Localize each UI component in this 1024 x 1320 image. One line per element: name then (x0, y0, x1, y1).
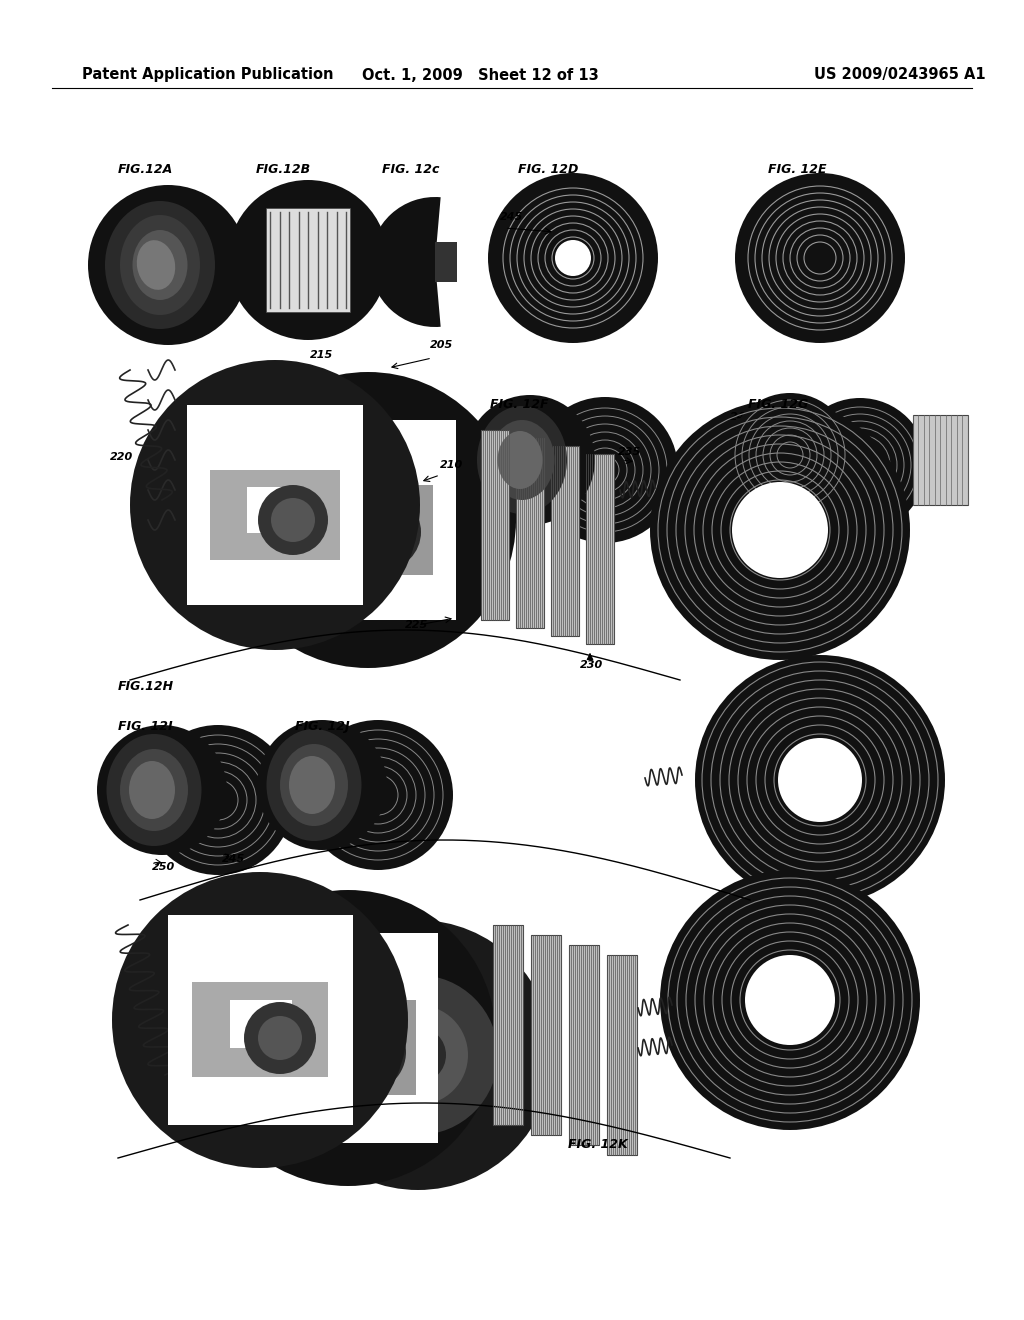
Bar (493, 925, 523, 1125)
Circle shape (345, 494, 421, 570)
Bar (280, 420, 456, 620)
Bar (258, 933, 438, 1143)
Bar (230, 1001, 292, 1048)
Bar (266, 209, 350, 312)
Text: 225: 225 (406, 620, 428, 630)
Bar (168, 915, 353, 1125)
Circle shape (745, 954, 835, 1045)
Ellipse shape (120, 215, 200, 315)
Circle shape (732, 482, 828, 578)
Circle shape (143, 725, 293, 875)
Circle shape (112, 873, 408, 1168)
Bar (340, 502, 398, 548)
Ellipse shape (132, 230, 187, 300)
Bar (607, 954, 637, 1155)
Circle shape (258, 484, 328, 554)
Bar (586, 454, 614, 644)
Circle shape (361, 510, 406, 554)
Circle shape (326, 1012, 406, 1092)
Ellipse shape (289, 756, 335, 814)
Bar (912, 414, 968, 506)
Ellipse shape (137, 240, 175, 290)
Circle shape (220, 372, 516, 668)
Text: FIG. 12I: FIG. 12I (118, 719, 173, 733)
Circle shape (465, 395, 595, 525)
Circle shape (650, 400, 910, 660)
Text: Patent Application Publication: Patent Application Publication (82, 67, 334, 82)
Circle shape (338, 975, 498, 1135)
Text: US 2009/0243965 A1: US 2009/0243965 A1 (814, 67, 986, 82)
Text: FIG.12A: FIG.12A (118, 162, 173, 176)
Circle shape (778, 738, 862, 822)
Circle shape (130, 360, 420, 649)
Text: 215: 215 (310, 350, 333, 360)
Circle shape (258, 1016, 302, 1060)
Circle shape (271, 498, 315, 543)
Text: 230: 230 (580, 660, 603, 671)
Circle shape (390, 1027, 446, 1082)
Circle shape (97, 725, 227, 855)
Bar (569, 945, 599, 1144)
Text: FIG. 12D: FIG. 12D (518, 162, 579, 176)
Text: 240: 240 (730, 412, 754, 422)
Circle shape (228, 180, 388, 341)
Bar (531, 935, 561, 1135)
Circle shape (555, 240, 591, 276)
Bar (516, 438, 544, 628)
Circle shape (695, 655, 945, 906)
Bar (210, 470, 340, 560)
Circle shape (244, 1002, 316, 1074)
Text: 220: 220 (110, 451, 133, 462)
Text: FIG. 12K: FIG. 12K (568, 1138, 628, 1151)
Ellipse shape (477, 407, 567, 513)
Bar (435, 242, 457, 282)
Text: 210: 210 (440, 459, 463, 470)
Text: FIG.12H: FIG.12H (118, 680, 174, 693)
Bar (481, 430, 509, 620)
Circle shape (793, 399, 927, 532)
Circle shape (303, 719, 453, 870)
Circle shape (88, 185, 248, 345)
Ellipse shape (280, 744, 348, 826)
Text: 245: 245 (500, 213, 523, 222)
Circle shape (283, 920, 553, 1191)
Text: FIG.12B: FIG.12B (256, 162, 311, 176)
Text: 250: 250 (152, 862, 175, 873)
Ellipse shape (266, 729, 361, 841)
Ellipse shape (129, 762, 175, 818)
Text: FIG. 12E: FIG. 12E (768, 162, 826, 176)
Ellipse shape (120, 748, 188, 832)
Circle shape (200, 890, 496, 1185)
Text: 235: 235 (618, 447, 641, 457)
Circle shape (660, 870, 920, 1130)
Bar (187, 405, 362, 605)
Circle shape (257, 719, 387, 850)
Circle shape (368, 1005, 468, 1105)
Bar (280, 1001, 416, 1096)
Text: 205: 205 (430, 341, 454, 350)
Text: FIG. 12c: FIG. 12c (382, 162, 439, 176)
Ellipse shape (105, 201, 215, 329)
Ellipse shape (106, 734, 202, 846)
Circle shape (532, 397, 678, 543)
Bar (247, 487, 305, 533)
Text: Oct. 1, 2009   Sheet 12 of 13: Oct. 1, 2009 Sheet 12 of 13 (361, 67, 598, 82)
Circle shape (342, 1028, 390, 1076)
Circle shape (728, 393, 852, 517)
Ellipse shape (489, 420, 555, 500)
Bar (318, 1018, 380, 1067)
Bar (303, 484, 433, 576)
Text: FIG. 12F: FIG. 12F (490, 399, 549, 411)
Bar (551, 446, 579, 636)
Text: 245: 245 (222, 854, 246, 865)
Text: FIG. 12G: FIG. 12G (748, 399, 808, 411)
Ellipse shape (498, 432, 543, 488)
Circle shape (488, 173, 658, 343)
Circle shape (735, 173, 905, 343)
Text: FIG. 12J: FIG. 12J (295, 719, 349, 733)
Bar (193, 982, 328, 1077)
Wedge shape (370, 197, 440, 327)
